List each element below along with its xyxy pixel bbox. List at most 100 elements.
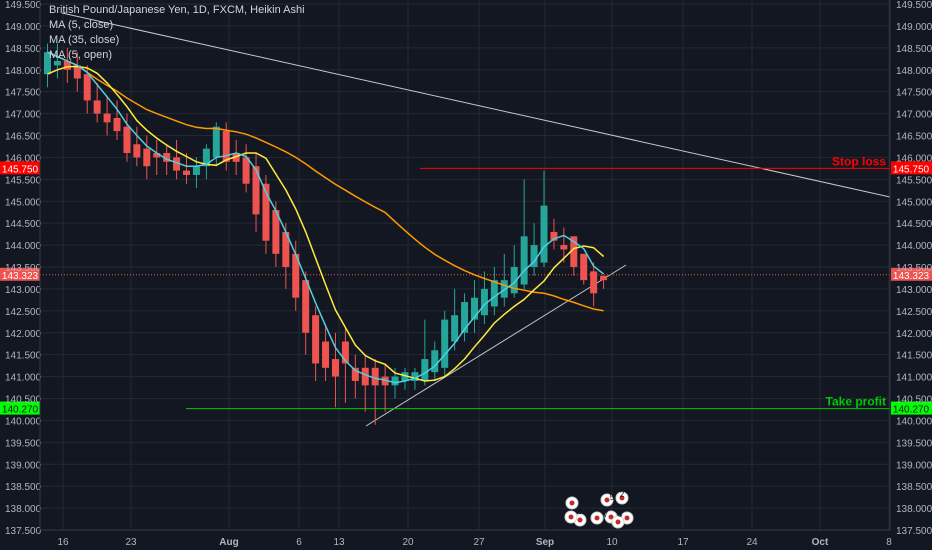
candle-body[interactable] (252, 166, 260, 215)
candle-body[interactable] (222, 131, 230, 162)
moving-averages (47, 51, 605, 384)
stop-loss-badge-left-text: 145.750 (2, 164, 39, 175)
descending-trendline[interactable] (61, 12, 891, 198)
candle-body[interactable] (421, 359, 429, 381)
indicator-ma5-close[interactable]: MA (5, close) (49, 19, 114, 31)
candle-body[interactable] (83, 74, 91, 101)
indicator-ma35-close[interactable]: MA (35, close) (49, 34, 120, 46)
candle-body[interactable] (192, 166, 200, 175)
candle-body[interactable] (44, 52, 51, 75)
candle-body[interactable] (163, 153, 171, 162)
candle-body[interactable] (381, 376, 389, 386)
x-tick-label: 27 (473, 537, 485, 548)
indicator-ma5-open[interactable]: MA (5, open) (49, 49, 112, 61)
candle-body[interactable] (530, 245, 538, 267)
chart-title: British Pound/Japanese Yen, 1D, FXCM, He… (49, 4, 305, 16)
y-tick-label: 146.500 (896, 132, 932, 143)
candle-body[interactable] (570, 236, 578, 267)
candle-body[interactable] (540, 205, 548, 263)
y-tick-label-left: 146.500 (5, 132, 42, 143)
y-tick-label-left: 142.000 (5, 329, 42, 340)
candle-body[interactable] (202, 148, 210, 167)
candle-body[interactable] (600, 275, 608, 281)
stop-loss-label: Stop loss (832, 154, 886, 168)
y-tick-label-left: 139.500 (5, 438, 42, 449)
candle-body[interactable] (560, 245, 568, 250)
ascending-trendline[interactable] (365, 264, 627, 427)
candle-body[interactable] (590, 271, 598, 294)
candle-body[interactable] (331, 359, 339, 377)
x-tick-label: Aug (219, 537, 238, 548)
x-tick-label: Sep (536, 537, 554, 548)
x-tick-label: 23 (125, 537, 137, 548)
y-tick-label-left: 146.000 (5, 153, 42, 164)
event-count-label: 5 (610, 493, 615, 502)
candle-body[interactable] (212, 126, 220, 158)
y-tick-label-left: 148.000 (5, 66, 42, 77)
candle-body[interactable] (103, 113, 111, 123)
candle-body[interactable] (361, 367, 369, 386)
y-tick-label-left: 140.000 (5, 416, 42, 427)
y-tick-label: 141.000 (896, 373, 932, 384)
candle-body[interactable] (173, 157, 181, 171)
y-tick-label: 137.500 (896, 526, 932, 537)
y-tick-label-left: 143.500 (5, 263, 42, 274)
candle-body[interactable] (490, 280, 498, 307)
current-price-badge-left (0, 267, 40, 281)
candle-body[interactable] (53, 60, 61, 66)
candle-body[interactable] (391, 376, 399, 386)
y-tick-label-left: 138.500 (5, 482, 42, 493)
candle-body[interactable] (520, 236, 528, 285)
candle-body[interactable] (242, 157, 250, 184)
chart-axes: 137.500 137.500 138.000 138.000 138.500 138.5… (5, 0, 932, 548)
event-count-label: 3 (578, 507, 583, 516)
y-tick-label-left: 140.500 (5, 395, 42, 406)
candle-body[interactable] (341, 341, 349, 364)
candle-body[interactable] (371, 367, 379, 386)
candle-body[interactable] (461, 302, 469, 333)
event-flag-icon (569, 500, 575, 506)
candle-body[interactable] (451, 315, 459, 342)
candle-body[interactable] (441, 319, 449, 368)
candle-body[interactable] (470, 297, 478, 320)
candle-body[interactable] (113, 117, 121, 132)
candle-body[interactable] (153, 153, 161, 158)
ma5-open-line (47, 65, 605, 382)
candle-body[interactable] (183, 170, 191, 175)
candle-body[interactable] (480, 288, 488, 316)
candle-body[interactable] (322, 341, 330, 368)
candle-body[interactable] (411, 372, 419, 381)
candle-body[interactable] (292, 253, 300, 298)
candle-body[interactable] (580, 253, 588, 281)
candle-body[interactable] (262, 183, 270, 241)
candle-body[interactable] (351, 367, 359, 381)
y-tick-label-left: 144.000 (5, 241, 42, 252)
candle-body[interactable] (232, 153, 240, 162)
candle-body[interactable] (431, 350, 439, 373)
candle-body[interactable] (282, 231, 290, 267)
candlestick-series (44, 43, 608, 425)
chart-lines (40, 12, 891, 427)
candle-body[interactable] (63, 60, 71, 70)
candle-body[interactable] (73, 65, 81, 79)
candle-body[interactable] (312, 315, 320, 364)
x-tick-label: Oct (812, 537, 829, 548)
y-tick-label-left: 149.500 (5, 0, 42, 11)
y-tick-label: 140.500 (896, 395, 932, 406)
y-tick-label: 148.000 (896, 66, 932, 77)
candle-body[interactable] (133, 144, 141, 158)
y-tick-label-left: 148.500 (5, 44, 42, 55)
candle-body[interactable] (143, 148, 151, 167)
y-tick-label-left: 138.000 (5, 504, 42, 515)
candle-body[interactable] (93, 100, 101, 114)
candle-body[interactable] (123, 126, 131, 154)
candle-body[interactable] (302, 280, 310, 333)
event-flag-icon (624, 515, 630, 521)
candle-body[interactable] (272, 210, 280, 254)
y-tick-label: 143.000 (896, 285, 932, 296)
y-tick-label: 138.000 (896, 504, 932, 515)
candle-body[interactable] (401, 372, 409, 381)
candle-body[interactable] (510, 267, 518, 294)
candle-body[interactable] (550, 231, 558, 241)
